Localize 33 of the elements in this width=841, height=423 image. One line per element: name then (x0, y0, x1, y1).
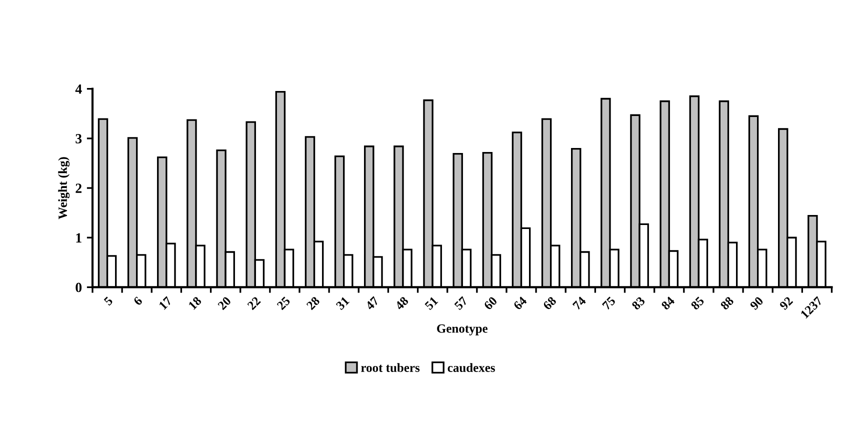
x-tick-label: 85 (690, 296, 705, 310)
x-tick-label: 47 (365, 296, 380, 310)
x-tick-label: 83 (631, 296, 646, 310)
x-tick-label: 48 (394, 296, 409, 310)
x-tick-label: 88 (720, 296, 734, 310)
x-tick-label: 22 (246, 296, 261, 310)
x-tick-label: 25 (276, 296, 291, 310)
x-tick-label: 57 (454, 296, 468, 310)
x-tick-label: 92 (779, 296, 794, 310)
x-tick-label: 28 (306, 296, 320, 310)
y-tick-label: 1 (76, 233, 82, 242)
x-tick-label: 31 (336, 296, 350, 310)
x-axis-title: Genotype (437, 324, 488, 336)
x-tick-label: 5 (104, 296, 114, 306)
y-axis-title: Weight (kg) (58, 157, 70, 220)
legend-label: caudexes (448, 363, 495, 372)
x-tick-label: 51 (424, 296, 438, 310)
legend-label: root tubers (361, 363, 420, 372)
x-tick-label: 74 (572, 296, 586, 310)
x-tick-label: 6 (133, 296, 143, 306)
y-tick-label: 4 (75, 84, 82, 94)
x-tick-label: 20 (217, 296, 232, 310)
x-tick-label: 60 (483, 296, 498, 310)
x-tick-label: 90 (749, 296, 764, 310)
x-tick-label: 75 (602, 296, 616, 310)
x-tick-label: 64 (513, 296, 528, 310)
x-tick-label: 18 (188, 296, 202, 310)
x-tick-label: 84 (660, 296, 676, 310)
y-tick-label: 0 (76, 282, 82, 292)
y-tick-label: 2 (76, 184, 82, 193)
x-tick-label: 17 (158, 296, 172, 310)
y-tick-label: 3 (76, 134, 82, 144)
x-tick-label: 68 (542, 296, 557, 310)
